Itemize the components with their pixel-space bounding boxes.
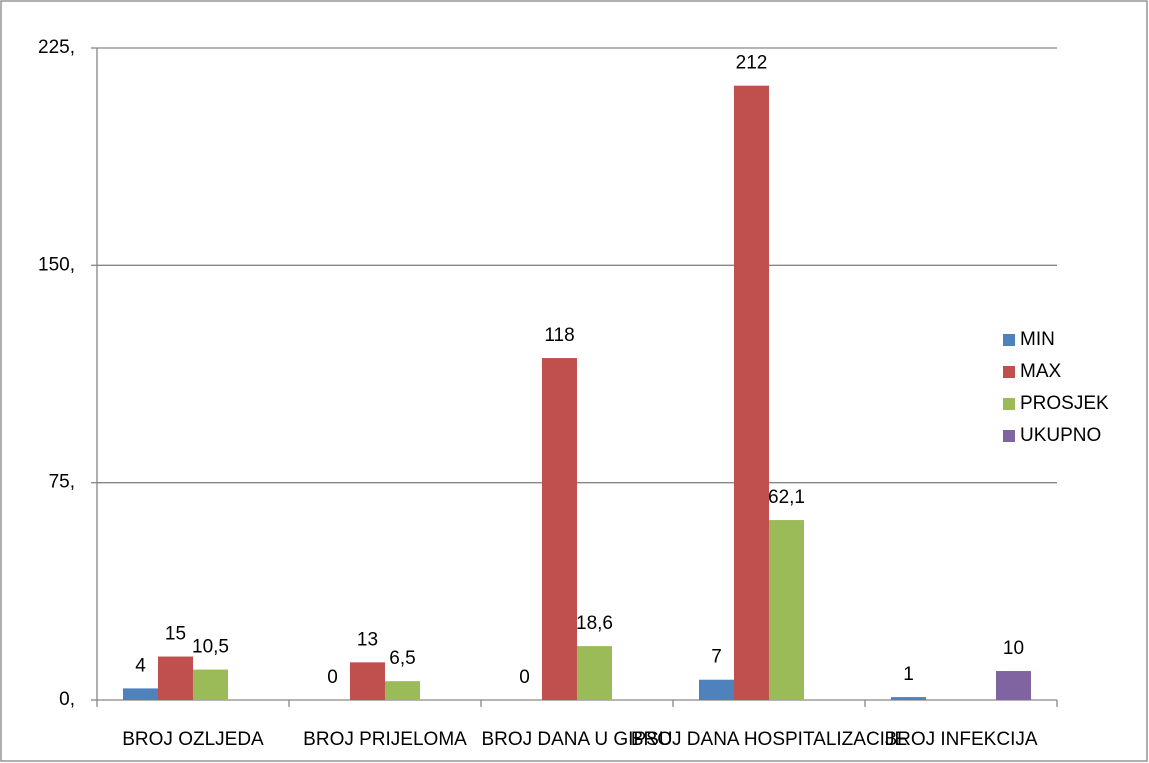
data-label: 6,5 xyxy=(389,648,415,669)
legend-swatch xyxy=(1003,430,1015,442)
bar xyxy=(769,520,804,700)
data-label: 1 xyxy=(903,664,914,685)
y-tick-label: 225, xyxy=(38,37,75,58)
data-label: 4 xyxy=(135,655,146,676)
bar xyxy=(350,662,385,700)
legend-label: PROSJEK xyxy=(1020,393,1109,414)
bar xyxy=(123,688,158,700)
x-tick-label: BROJ DANA U GIPSU xyxy=(481,729,672,750)
legend-swatch xyxy=(1003,334,1015,346)
y-tick-label: 75, xyxy=(49,472,75,493)
data-label: 0 xyxy=(519,667,530,688)
legend-swatch xyxy=(1003,366,1015,378)
data-label: 62,1 xyxy=(768,487,805,508)
bar xyxy=(193,669,228,700)
legend-label: UKUPNO xyxy=(1020,425,1101,446)
y-tick-label: 0, xyxy=(59,689,75,710)
data-label: 10 xyxy=(1003,638,1024,659)
bar xyxy=(158,656,193,700)
data-label: 0 xyxy=(327,667,338,688)
bar xyxy=(385,681,420,700)
bar xyxy=(542,358,577,700)
x-tick-label: BROJ INFEKCIJA xyxy=(884,729,1037,750)
bar xyxy=(891,697,926,700)
legend-swatch xyxy=(1003,398,1015,410)
data-label: 7 xyxy=(711,647,722,668)
data-label: 18,6 xyxy=(576,613,613,634)
x-tick-label: BROJ PRIJELOMA xyxy=(303,729,467,750)
data-label: 212 xyxy=(736,53,768,74)
legend-label: MAX xyxy=(1020,361,1062,382)
legend-label: MIN xyxy=(1020,329,1055,350)
data-label: 118 xyxy=(544,325,574,346)
data-label: 15 xyxy=(165,624,186,645)
bar xyxy=(577,646,612,700)
bar xyxy=(734,85,769,700)
x-tick-label: BROJ DANA HOSPITALIZACIJE xyxy=(631,729,907,750)
data-label: 13 xyxy=(357,629,378,650)
data-label: 10,5 xyxy=(192,637,229,658)
x-tick-label: BROJ OZLJEDA xyxy=(122,729,264,750)
bar xyxy=(996,671,1031,700)
y-tick-label: 150, xyxy=(38,254,75,275)
bar xyxy=(699,679,734,700)
